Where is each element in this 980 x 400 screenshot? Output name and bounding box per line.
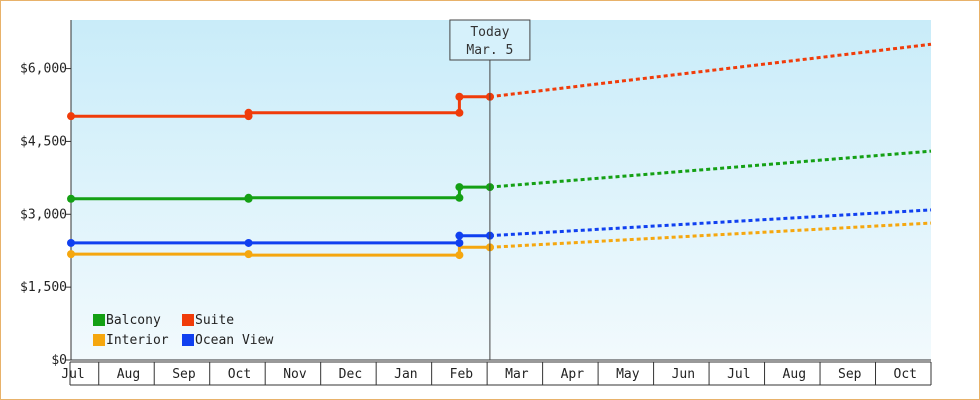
x-tick-label: Mar <box>505 367 529 382</box>
series-ocean-view-point <box>67 238 75 247</box>
x-tick-label: Aug <box>117 367 140 382</box>
today-label-line2: Mar. 5 <box>466 43 513 58</box>
series-balcony-point <box>244 193 253 202</box>
series-ocean-view-point <box>455 231 464 240</box>
today-label-box <box>449 19 531 61</box>
x-tick-label: Feb <box>450 367 474 382</box>
x-tick-label: May <box>616 367 640 382</box>
y-axis: $0 $1,500 $3,000 $4,500 $6,000 <box>20 20 72 368</box>
plot-area <box>71 20 931 360</box>
x-tick-label: Jan <box>394 367 417 382</box>
series-balcony-point <box>455 183 464 192</box>
series-suite-history-line <box>71 95 490 118</box>
series-interior-history-line <box>71 245 490 257</box>
x-tick-label: Apr <box>561 367 585 382</box>
today-label-line1: Today <box>470 25 509 40</box>
x-tick-label: Aug <box>783 367 806 382</box>
x-tick-label: Oct <box>228 367 251 382</box>
x-tick-label: Nov <box>283 367 307 382</box>
series-ocean-view-point <box>455 238 464 247</box>
series-suite-point <box>455 92 464 101</box>
y-tick-label: $0 <box>51 353 67 368</box>
x-tick-label: Oct <box>894 367 917 382</box>
x-tick-label: Jul <box>727 367 750 382</box>
series-lines <box>67 42 932 260</box>
today-marker: Today Mar. 5 <box>449 19 531 360</box>
series-ocean-view-point <box>244 238 253 247</box>
series-suite-point <box>244 108 253 117</box>
legend-label-balcony: Balcony <box>106 313 161 328</box>
x-tick-label: Sep <box>172 367 196 382</box>
x-tick-label: Jun <box>672 367 695 382</box>
legend-label-interior: Interior <box>106 333 169 348</box>
x-tick-label: Jul <box>61 367 84 382</box>
series-interior-forecast-line <box>489 221 932 249</box>
legend-swatch-interior <box>93 334 105 346</box>
legend-swatch-ocean-view <box>182 334 194 346</box>
series-suite-point <box>67 112 75 121</box>
legend-swatch-balcony <box>93 314 105 326</box>
legend-label-suite: Suite <box>195 313 234 328</box>
legend: Balcony Suite Interior Ocean View <box>93 313 273 348</box>
y-tick-label: $3,000 <box>20 207 67 222</box>
series-balcony-history-line <box>71 185 490 201</box>
x-tick-label: Dec <box>339 367 362 382</box>
legend-swatch-suite <box>182 314 194 326</box>
series-balcony-point <box>67 194 75 203</box>
y-tick-label: $4,500 <box>20 134 67 149</box>
series-interior-point <box>244 250 253 259</box>
series-interior-point <box>67 250 75 259</box>
series-balcony-forecast-line <box>489 149 932 189</box>
series-ocean-view-forecast-line <box>489 208 932 238</box>
legend-label-ocean-view: Ocean View <box>195 333 273 348</box>
y-tick-label: $1,500 <box>20 280 67 295</box>
x-axis: Jul Aug Sep Oct Nov Dec Jan Feb Mar Apr May Jun Jul A… <box>61 359 932 386</box>
series-balcony-point <box>455 193 464 202</box>
y-tick-label: $6,000 <box>20 62 67 77</box>
series-interior-point <box>455 251 464 260</box>
series-suite-point <box>455 108 464 117</box>
x-tick-label: Sep <box>838 367 862 382</box>
